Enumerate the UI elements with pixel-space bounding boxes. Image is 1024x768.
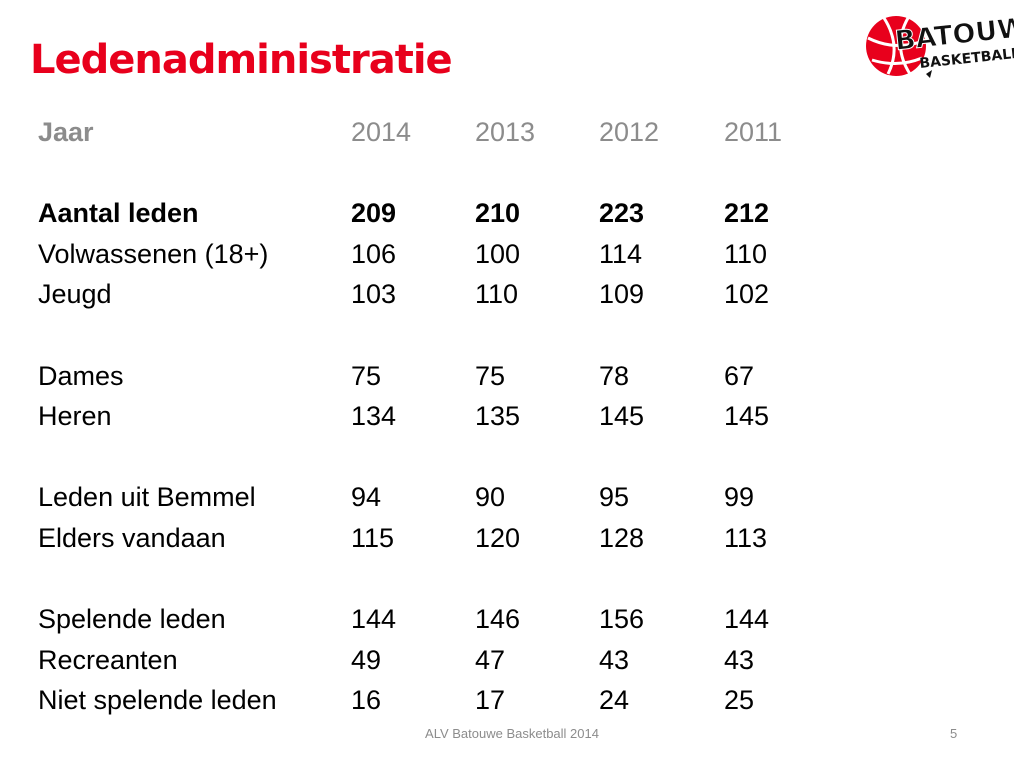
row-label: Leden uit Bemmel (38, 482, 256, 513)
row-value: 110 (475, 279, 519, 310)
row-value: 212 (724, 198, 770, 229)
row-value: 95 (599, 482, 630, 513)
row-value: 135 (475, 401, 521, 432)
row-value: 47 (475, 644, 506, 675)
slide-title: Ledenadministratie (30, 37, 453, 83)
row-value: 2014 (351, 117, 412, 147)
row-value: 25 (724, 685, 755, 716)
row-value: 2011 (724, 117, 783, 147)
row-value: 110 (724, 238, 768, 269)
row-value: 43 (724, 644, 755, 675)
row-label: Volwassenen (18+) (38, 238, 269, 269)
row-value: 94 (351, 482, 382, 513)
row-label: Recreanten (38, 644, 178, 675)
row-value: 120 (475, 522, 521, 553)
row-value: 99 (724, 482, 755, 513)
row-label: Aantal leden (38, 198, 199, 229)
row-value: 144 (351, 604, 397, 635)
row-value: 75 (351, 360, 382, 391)
row-label: Elders vandaan (38, 522, 226, 553)
row-value: 156 (599, 604, 645, 635)
page-number: 5 (950, 726, 958, 741)
row-label: Jeugd (38, 279, 112, 310)
row-value: 2012 (599, 117, 660, 147)
row-value: 145 (599, 401, 645, 432)
row-value: 223 (599, 198, 645, 229)
row-value: 109 (599, 279, 645, 310)
row-value: 49 (351, 644, 382, 675)
row-label: Jaar (38, 117, 94, 147)
row-label: Dames (38, 360, 124, 391)
row-value: 210 (475, 198, 521, 229)
row-value: 209 (351, 198, 397, 229)
row-value: 113 (724, 522, 768, 553)
row-value: 144 (724, 604, 770, 635)
row-value: 75 (475, 360, 506, 391)
row-value: 67 (724, 360, 755, 391)
basketball-icon (866, 16, 927, 76)
row-value: 146 (475, 604, 521, 635)
row-value: 43 (599, 644, 630, 675)
row-label: Spelende leden (38, 604, 226, 635)
row-label: Niet spelende leden (38, 685, 277, 716)
row-value: 16 (351, 685, 382, 716)
row-value: 128 (599, 522, 645, 553)
row-label: Heren (38, 401, 112, 432)
row-value: 114 (599, 238, 643, 269)
batouwe-basketball-logo: BATOUWE BASKETBALL (866, 12, 1014, 78)
row-value: 100 (475, 238, 521, 269)
row-value: 24 (599, 685, 630, 716)
row-value: 106 (351, 238, 397, 269)
row-value: 78 (599, 360, 630, 391)
row-value: 2013 (475, 117, 536, 147)
row-value: 103 (351, 279, 397, 310)
footer-text: ALV Batouwe Basketball 2014 (425, 726, 599, 741)
row-value: 145 (724, 401, 770, 432)
row-value: 134 (351, 401, 397, 432)
row-value: 115 (351, 522, 395, 553)
row-value: 90 (475, 482, 506, 513)
row-value: 17 (475, 685, 506, 716)
row-value: 102 (724, 279, 770, 310)
